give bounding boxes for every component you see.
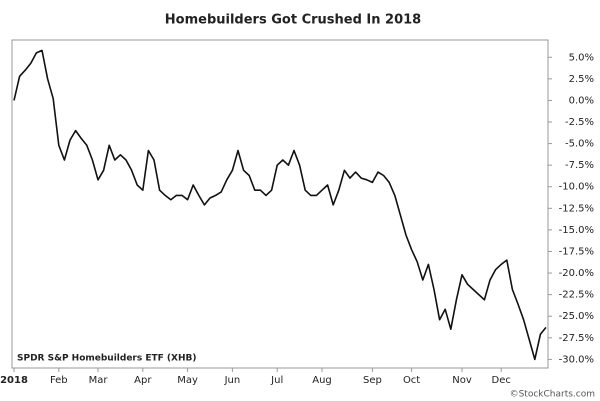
x-tick-label: Apr: [134, 375, 152, 386]
y-tick-label: -27.5%: [559, 333, 594, 344]
y-tick-label: -17.5%: [559, 246, 594, 257]
y-tick-label: -22.5%: [559, 290, 594, 301]
y-tick-label: -20.0%: [559, 268, 594, 279]
x-tick-label: Jul: [270, 375, 283, 386]
x-tick-label: 2018: [0, 375, 28, 386]
line: [13, 49, 547, 361]
x-tick-label: Mar: [89, 375, 109, 386]
y-tick-label: 0.0%: [569, 95, 594, 106]
annotation: SPDR S&P Homebuilders ETF (XHB): [17, 354, 197, 364]
y-tick-label: 5.0%: [569, 52, 594, 63]
x-tick-label: May: [177, 375, 198, 386]
x-tick-label: Oct: [403, 375, 420, 386]
x-tick-label: Nov: [452, 375, 472, 386]
y-tick-label: -15.0%: [559, 225, 594, 236]
y-tick-label: -2.5%: [565, 117, 594, 128]
y-tick-label: -10.0%: [559, 182, 594, 193]
y-tick-label: -25.0%: [559, 311, 594, 322]
x-tick-label: Feb: [50, 375, 68, 386]
y-tick-label: -12.5%: [559, 203, 594, 214]
x-tick-label: Dec: [492, 375, 511, 386]
y-tick-label: -7.5%: [565, 160, 594, 171]
source: ©StockCharts.com: [510, 390, 595, 400]
x-tick-label: Aug: [312, 375, 332, 386]
y-tick-label: 2.5%: [569, 74, 594, 85]
y-tick-label: -30.0%: [559, 354, 594, 365]
x-tick-label: Jun: [224, 375, 241, 386]
y-tick-label: -5.0%: [565, 139, 594, 150]
chart-title: Homebuilders Got Crushed In 2018: [165, 13, 421, 28]
x-tick-label: Sep: [363, 375, 382, 386]
plot-frame: [11, 39, 549, 369]
